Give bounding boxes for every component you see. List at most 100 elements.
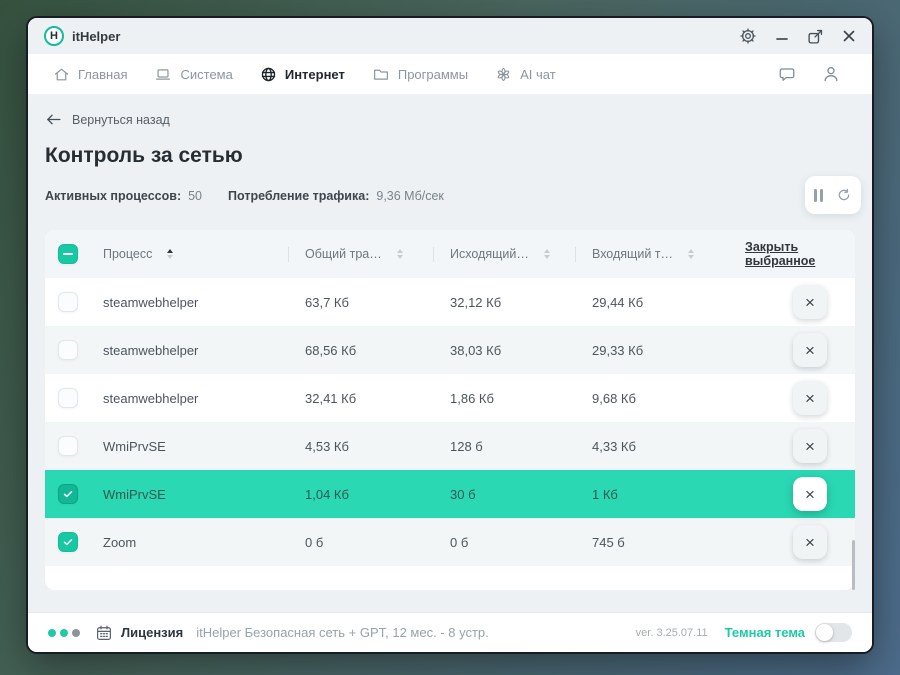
nav-item-home[interactable]: Главная — [53, 66, 127, 83]
close-window-button[interactable] — [842, 29, 856, 43]
close-process-button[interactable]: × — [793, 477, 827, 511]
process-name: Zoom — [103, 534, 137, 550]
close-icon: × — [805, 532, 815, 552]
nav-label: AI чат — [520, 66, 556, 82]
process-table: Процесс Общий тра… Исходящий… Входящий т… — [45, 230, 855, 590]
select-all-checkbox[interactable] — [58, 244, 78, 264]
row-checkbox[interactable] — [58, 436, 78, 456]
pause-button[interactable] — [814, 188, 823, 202]
column-incoming[interactable]: Входящий т… — [592, 247, 745, 261]
page-title: Контроль за сетью — [45, 144, 243, 167]
account-button[interactable] — [821, 64, 841, 84]
table-row[interactable]: WmiPrvSE 4,53 Кб 128 б 4,33 Кб × — [45, 422, 855, 470]
column-process[interactable]: Процесс — [103, 247, 305, 261]
table-row[interactable]: Zoom 0 б 0 б 745 б × — [45, 518, 855, 566]
nav-label: Главная — [78, 66, 128, 82]
refresh-button[interactable] — [836, 187, 852, 203]
chat-button[interactable] — [777, 65, 797, 84]
close-process-button[interactable]: × — [793, 429, 827, 463]
back-link[interactable]: Вернуться назад — [45, 112, 170, 127]
settings-button[interactable] — [739, 27, 757, 45]
minimize-icon — [775, 29, 789, 43]
close-icon: × — [805, 388, 815, 408]
refresh-icon — [836, 187, 852, 203]
user-icon — [821, 64, 841, 84]
outgoing-traffic: 30 б — [450, 486, 476, 502]
close-selected-link[interactable]: Закрыть выбранное — [745, 240, 816, 268]
process-name: steamwebhelper — [103, 342, 199, 358]
stat-label: Потребление трафика: — [228, 189, 370, 203]
total-traffic: 1,04 Кб — [305, 486, 349, 502]
column-outgoing[interactable]: Исходящий… — [450, 247, 592, 261]
outgoing-traffic: 128 б — [450, 438, 483, 454]
incoming-traffic: 29,33 Кб — [592, 342, 644, 358]
column-label: Исходящий… — [450, 247, 529, 261]
titlebar: H itHelper — [28, 18, 872, 54]
column-divider — [433, 247, 434, 262]
version-text: ver. 3.25.07.11 — [635, 626, 708, 639]
nav-item-internet[interactable]: Интернет — [260, 66, 345, 83]
close-process-button[interactable]: × — [793, 285, 827, 319]
process-name: steamwebhelper — [103, 390, 199, 406]
stat-label: Активных процессов: — [45, 189, 182, 203]
minimize-button[interactable] — [775, 29, 789, 43]
incoming-traffic: 4,33 Кб — [592, 438, 636, 454]
page-content: Вернуться назад Контроль за сетью Активн… — [28, 94, 872, 612]
stat-value: 9,36 Мб/сек — [376, 189, 444, 203]
row-checkbox[interactable] — [58, 292, 78, 312]
check-icon — [63, 539, 73, 546]
outgoing-traffic: 32,12 Кб — [450, 294, 502, 310]
total-traffic: 0 б — [305, 534, 324, 550]
status-bar: Лицензия itHelper Безопасная сеть + GPT,… — [28, 612, 872, 652]
table-row[interactable]: steamwebhelper 63,7 Кб 32,12 Кб 29,44 Кб… — [45, 278, 855, 326]
close-icon: × — [805, 340, 815, 360]
close-icon: × — [805, 292, 815, 312]
column-label: Входящий т… — [592, 247, 673, 261]
sort-icon[interactable] — [396, 249, 403, 259]
ai-chat-icon — [495, 66, 512, 83]
column-divider — [575, 247, 576, 262]
nav-label: Интернет — [284, 66, 345, 82]
traffic-stat: Потребление трафика: 9,36 Мб/сек — [228, 189, 444, 203]
close-icon: × — [805, 436, 815, 456]
sort-icon[interactable] — [688, 249, 694, 259]
folder-icon — [372, 66, 390, 83]
outgoing-traffic: 0 б — [450, 534, 469, 550]
column-total-traffic[interactable]: Общий тра… — [305, 247, 450, 261]
close-process-button[interactable]: × — [793, 525, 827, 559]
process-name: WmiPrvSE — [103, 438, 166, 454]
table-footer-spacer — [45, 566, 855, 590]
home-icon — [53, 66, 70, 83]
nav-label: Программы — [397, 66, 469, 82]
maximize-button[interactable] — [807, 28, 824, 45]
toggle-knob — [816, 624, 833, 641]
active-processes-stat: Активных процессов: 50 — [45, 189, 202, 203]
table-row[interactable]: steamwebhelper 32,41 Кб 1,86 Кб 9,68 Кб … — [45, 374, 855, 422]
close-process-button[interactable]: × — [793, 333, 827, 367]
close-icon: × — [805, 484, 815, 504]
total-traffic: 4,53 Кб — [305, 438, 349, 454]
scrollbar-thumb[interactable] — [852, 540, 855, 590]
total-traffic: 63,7 Кб — [305, 294, 349, 310]
nav-label: Система — [180, 66, 233, 82]
laptop-icon — [154, 66, 172, 83]
nav-item-system[interactable]: Система — [154, 66, 233, 83]
total-traffic: 32,41 Кб — [305, 390, 357, 406]
sort-icon[interactable] — [167, 249, 174, 259]
outgoing-traffic: 38,03 Кб — [450, 342, 502, 358]
total-traffic: 68,56 Кб — [305, 342, 357, 358]
dark-theme-label: Темная тема — [724, 625, 805, 640]
close-process-button[interactable]: × — [793, 381, 827, 415]
row-checkbox-checked[interactable] — [58, 484, 78, 504]
nav-item-ai-chat[interactable]: AI чат — [495, 66, 556, 83]
row-checkbox[interactable] — [58, 388, 78, 408]
nav-item-programs[interactable]: Программы — [372, 66, 468, 83]
row-checkbox-checked[interactable] — [58, 532, 78, 552]
row-checkbox[interactable] — [58, 340, 78, 360]
stat-value: 50 — [188, 189, 203, 203]
table-row-selected[interactable]: WmiPrvSE 1,04 Кб 30 б 1 Кб × — [45, 470, 855, 518]
table-row[interactable]: steamwebhelper 68,56 Кб 38,03 Кб 29,33 К… — [45, 326, 855, 374]
theme-toggle[interactable] — [815, 623, 852, 642]
sort-icon[interactable] — [543, 249, 550, 259]
close-window-icon — [842, 29, 856, 43]
